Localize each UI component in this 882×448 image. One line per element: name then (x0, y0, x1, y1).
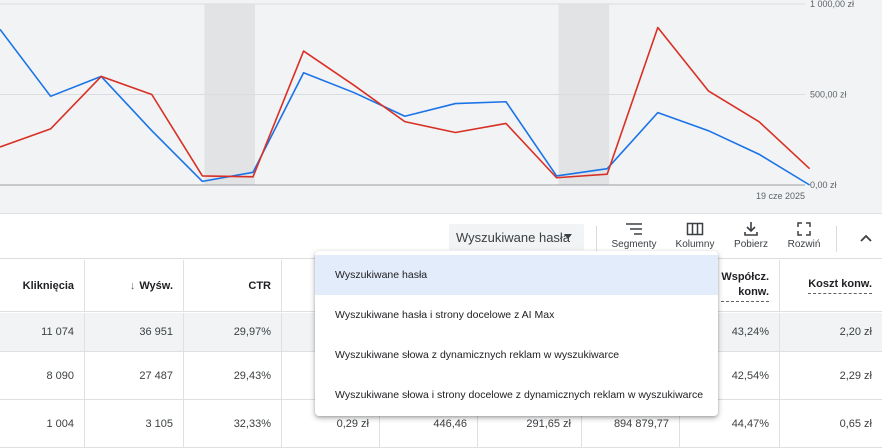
header-conv-rate-line2: konw. (738, 285, 769, 298)
header-conv-rate-line1: Współcz. (721, 270, 769, 283)
download-icon (744, 222, 758, 236)
cell-impressions: 3 105 (85, 400, 184, 447)
sort-down-arrow-icon: ↓ (129, 279, 136, 292)
columns-label: Kolumny (675, 239, 715, 250)
cell-cost-per-conv: 2,20 zł (839, 326, 872, 338)
cell-ctr: 32,33% (184, 400, 282, 447)
cell-impressions: 36 951 (85, 313, 184, 351)
toolbar-divider (596, 226, 597, 252)
collapse-chart-button[interactable] (854, 228, 878, 248)
header-cost-per-conv-label: Koszt konw. (808, 277, 872, 294)
cell-conv-value: 894 879,77 (582, 400, 680, 447)
cell-conversions: 446,46 (380, 400, 478, 447)
chart-canvas: 1 000,00 zł 500,00 zł 0,00 zł 19 cze 2025 (0, 0, 854, 201)
columns-button[interactable]: Kolumny (670, 222, 720, 250)
cell-conv-rate: 43,24% (680, 313, 780, 351)
menu-item-search-terms[interactable]: Wyszukiwane hasła (315, 255, 718, 295)
report-type-dropdown-label: Wyszukiwane hasła (456, 229, 571, 245)
cell-cost-per-conv: 0,65 zł (839, 417, 872, 430)
header-impressions-label: Wyśw. (139, 279, 173, 292)
menu-item-search-terms-ai-max[interactable]: Wyszukiwane hasła i strony docelowe z AI… (335, 309, 555, 321)
cell-cost: 291,65 zł (478, 400, 582, 447)
menu-item-dsa-search-terms-landing-pages[interactable]: Wyszukiwane słowa i strony docelowe z dy… (335, 389, 704, 401)
y-tick-label: 500,00 zł (810, 90, 847, 100)
expand-button[interactable]: Rozwiń (779, 222, 829, 250)
cell-clicks: 8 090 (0, 352, 85, 399)
columns-icon (686, 222, 704, 236)
y-tick-label: 1 000,00 zł (810, 0, 854, 9)
performance-chart: 1 000,00 zł 500,00 zł 0,00 zł 19 cze 2025 (0, 0, 882, 213)
header-clicks[interactable]: Kliknięcia (0, 260, 85, 311)
segments-label: Segmenty (611, 239, 657, 250)
series-line-blue (0, 28, 811, 186)
cell-conv-rate: 44,47% (680, 400, 780, 447)
header-ctr[interactable]: CTR (184, 260, 282, 311)
toolbar-divider (836, 226, 837, 252)
chevron-up-icon (860, 234, 872, 242)
cell-cost-per-conv: 2,29 zł (839, 369, 872, 382)
report-type-dropdown[interactable]: Wyszukiwane hasła (449, 224, 584, 250)
cell-ctr: 29,43% (184, 352, 282, 399)
header-conv-rate[interactable]: Współcz. konw. (680, 260, 780, 311)
cell-clicks: 11 074 (0, 313, 85, 351)
header-cost-per-conv[interactable]: Koszt konw. (780, 260, 882, 311)
x-tick-label: 19 cze 2025 (756, 191, 805, 201)
header-clicks-label: Kliknięcia (22, 279, 74, 292)
cell-ctr: 29,97% (184, 313, 282, 351)
report-type-menu: Wyszukiwane hasła Wyszukiwane hasła i st… (315, 251, 718, 416)
cell-conv-rate: 42,54% (680, 352, 780, 399)
cell-impressions: 27 487 (85, 352, 184, 399)
menu-item-dsa-search-terms[interactable]: Wyszukiwane słowa z dynamicznych reklam … (335, 349, 620, 361)
download-label: Pobierz (734, 239, 768, 250)
download-button[interactable]: Pobierz (726, 222, 776, 250)
header-impressions[interactable]: ↓ Wyśw. (85, 260, 184, 311)
filter-lines-icon (626, 223, 642, 235)
series-line-red (0, 26, 811, 179)
header-conv-rate-label: Współcz. konw. (721, 270, 769, 302)
cell-clicks: 1 004 (0, 400, 85, 447)
caret-down-icon (564, 234, 572, 239)
fullscreen-icon (797, 222, 811, 236)
segments-button[interactable]: Segmenty (609, 222, 659, 250)
y-tick-label: 0,00 zł (810, 180, 837, 190)
cell-avg-cpc: 0,29 zł (282, 400, 380, 447)
expand-label: Rozwiń (787, 239, 821, 250)
header-ctr-label: CTR (248, 279, 271, 292)
